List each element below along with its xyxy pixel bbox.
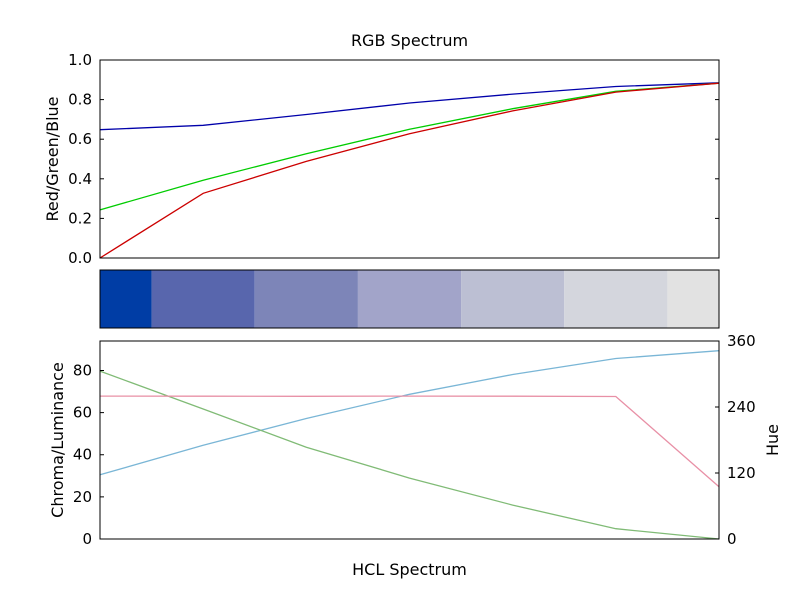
- rgb-y-axis-label: Red/Green/Blue: [43, 96, 62, 221]
- hcl-y-tick-label-right: 240: [727, 398, 756, 416]
- color-swatch: [461, 270, 565, 328]
- hcl-y-axis-label-right: Hue: [763, 424, 782, 456]
- color-swatch: [100, 270, 152, 328]
- hcl-y-tick-label: 20: [73, 488, 92, 506]
- hcl-y-axis-label: Chroma/Luminance: [48, 362, 67, 518]
- hcl-y-tick-label-right: 360: [727, 332, 756, 350]
- rgb-chart: RGB Spectrum 0.0 0.2 0.4 0.6 0.8 1.0 Red/Gree…: [43, 31, 720, 267]
- rgb-y-tick-label: 0.8: [68, 91, 92, 109]
- rgb-plot-frame: [99, 59, 720, 259]
- hcl-plot-frame: [99, 340, 720, 540]
- hcl-y-ticks-right: 0 120 240 360: [715, 332, 756, 548]
- hcl-series-line-2: [99, 395, 720, 488]
- rgb-y-tick-label: 0.6: [68, 130, 92, 148]
- color-swatch: [151, 270, 255, 328]
- rgb-y-tick-label: 1.0: [68, 51, 92, 69]
- swatch-strip-frame: [99, 269, 720, 329]
- rgb-series-line-0: [99, 82, 720, 131]
- color-swatch-strip: [100, 270, 719, 328]
- color-swatch: [667, 270, 719, 328]
- hcl-y-tick-label: 40: [73, 446, 92, 464]
- rgb-y-tick-label: 0.2: [68, 209, 92, 227]
- color-swatch: [254, 270, 358, 328]
- hcl-series-line-1: [99, 370, 720, 540]
- hcl-y-ticks-left: 0 20 40 60 80: [73, 361, 104, 548]
- hcl-y-tick-label: 60: [73, 404, 92, 422]
- hcl-series-group: [99, 350, 720, 540]
- hcl-y-tick-label-right: 0: [727, 530, 737, 548]
- color-swatch: [357, 270, 462, 328]
- color-swatch: [564, 270, 668, 328]
- hcl-y-tick-label: 0: [82, 530, 92, 548]
- rgb-chart-title: RGB Spectrum: [351, 31, 468, 50]
- hcl-series-line-0: [99, 350, 720, 476]
- hcl-y-tick-label-right: 120: [727, 464, 756, 482]
- rgb-y-ticks: 0.0 0.2 0.4 0.6 0.8 1.0: [68, 51, 719, 267]
- rgb-y-tick-label: 0.0: [68, 249, 92, 267]
- hcl-y-tick-label: 80: [73, 361, 92, 379]
- hcl-x-axis-label: HCL Spectrum: [352, 560, 467, 579]
- hcl-chart: 0 20 40 60 80 0 120 240 360 Chroma/Luminance Hu…: [48, 332, 782, 579]
- rgb-series-line-1: [99, 82, 720, 211]
- rgb-y-tick-label: 0.4: [68, 170, 92, 188]
- rgb-series-line-2: [99, 82, 720, 259]
- rgb-series-group: [99, 82, 720, 259]
